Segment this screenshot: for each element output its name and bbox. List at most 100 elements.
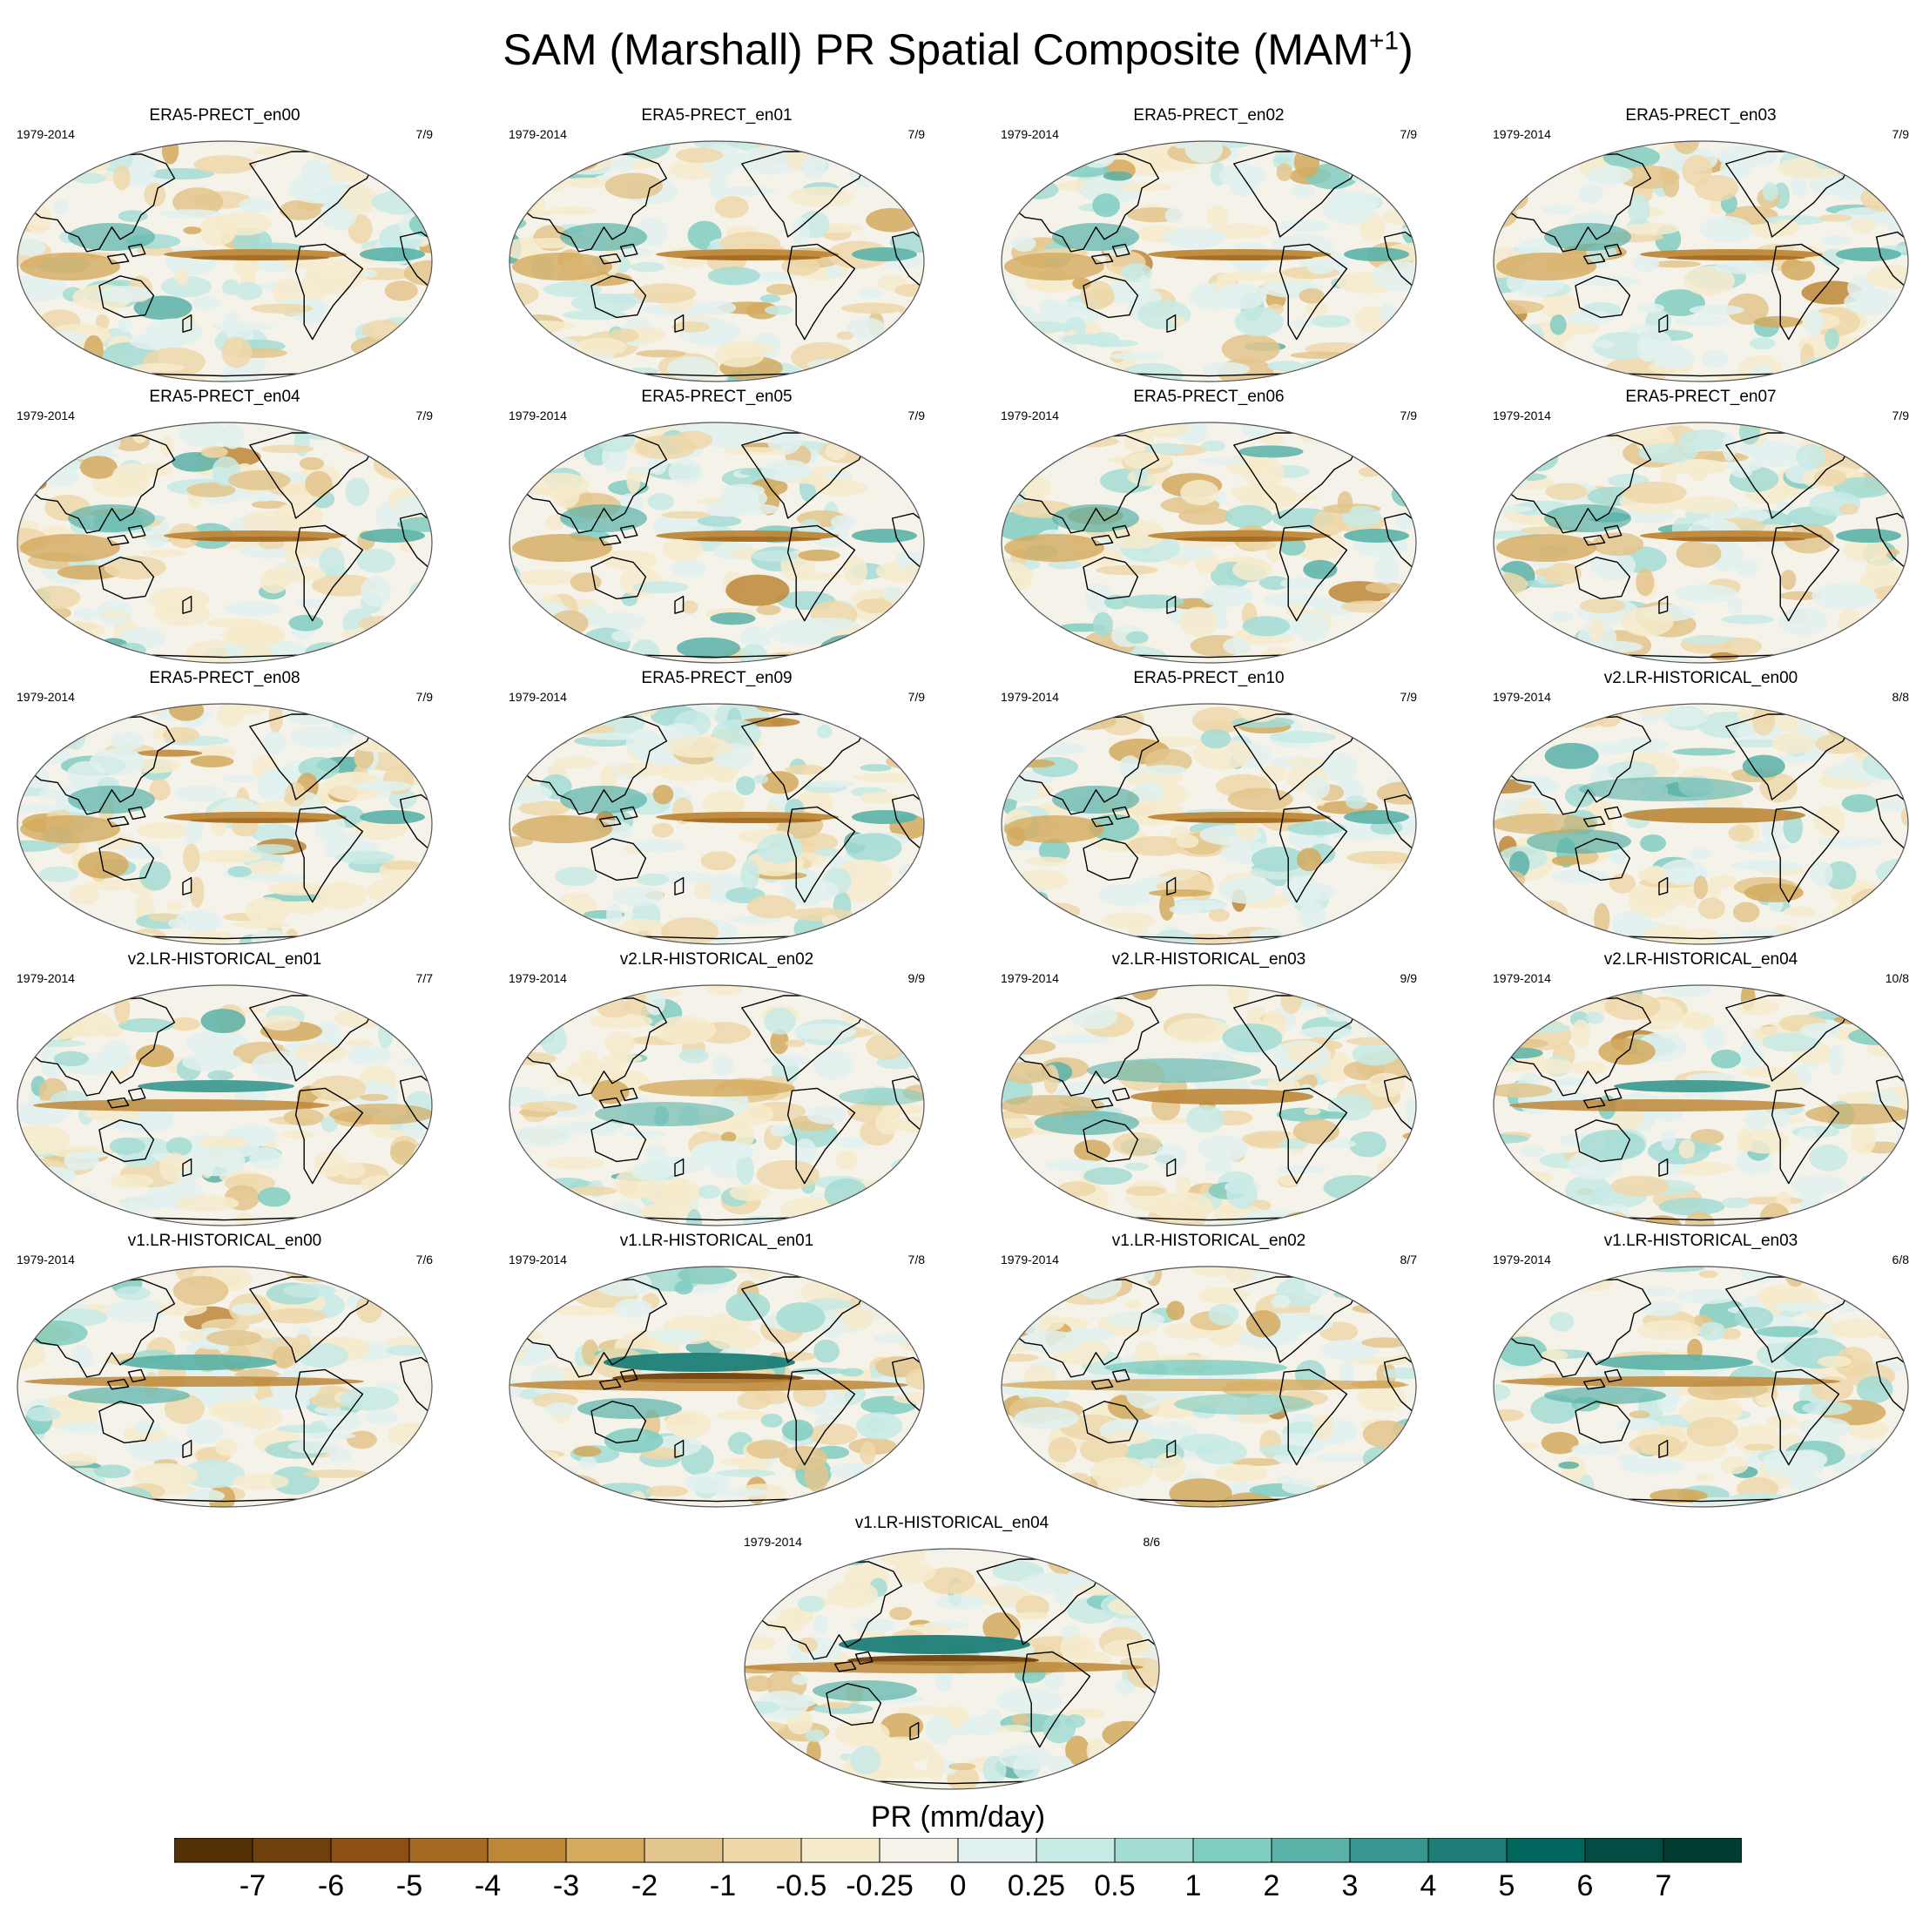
anomaly-patch [1112,1132,1162,1157]
anomaly-patch [776,1302,826,1334]
anomaly-patch [397,517,432,532]
anomaly-patch [740,860,759,890]
anomaly-patch [1003,1494,1060,1507]
anomaly-patch [1366,991,1416,1019]
coastline [1166,595,1177,614]
coastline [1090,253,1114,265]
coastline [1090,815,1114,828]
anomaly-patch [914,920,924,944]
anomaly-patch [718,341,774,358]
anomaly-band [1002,1095,1104,1116]
anomaly-patch [509,1496,557,1507]
coastline [1166,876,1177,895]
anomaly-patch [635,930,651,944]
anomaly-patch [1379,447,1416,462]
anomaly-patch [393,454,415,466]
coastline [1875,231,1908,292]
anomaly-patch [222,279,239,296]
anomaly-patch [736,1154,754,1186]
panel-count: 9/9 [907,971,925,985]
anomaly-patch [1245,1310,1281,1338]
anomaly-patch [1125,1186,1166,1197]
anomaly-patch [17,239,46,256]
panel-title: ERA5-PRECT_en04 [149,388,300,406]
anomaly-patch [1519,1145,1546,1158]
anomaly-patch [889,1606,913,1620]
anomaly-patch [1352,1042,1399,1066]
anomaly-patch [798,549,840,562]
anomaly-patch [1305,301,1329,316]
anomaly-patch [509,995,557,1012]
coastline [1771,806,1840,903]
anomaly-patch [564,177,610,188]
anomaly-patch [1540,1349,1569,1361]
anomaly-patch [1629,1434,1683,1456]
anomaly-patch [1498,651,1514,663]
anomaly-patch [68,141,110,161]
anomaly-patch [627,466,660,475]
anomaly-patch [299,456,325,470]
coastline [1771,243,1840,341]
anomaly-patch [394,713,432,738]
anomaly-patch [1051,1034,1110,1044]
anomaly-patch [1698,1321,1726,1341]
panel-years: 1979-2014 [509,1253,567,1267]
anomaly-patch [263,729,287,755]
anomaly-patch [1326,1429,1357,1440]
anomaly-patch [133,295,192,321]
anomaly-patch [848,1486,890,1504]
anomaly-patch [28,345,87,376]
anomaly-patch [44,152,111,175]
anomaly-patch [860,791,899,805]
panel-years: 1979-2014 [1493,690,1551,704]
anomaly-patch [1603,423,1642,441]
anomaly-patch [341,141,384,152]
coastline [1603,524,1623,539]
anomaly-patch [423,743,432,773]
anomaly-patch [355,1294,383,1323]
anomaly-patch [596,425,636,453]
anomaly-patch [314,881,368,910]
anomaly-patch [1681,885,1698,909]
coastline [27,153,176,253]
anomaly-patch [200,1009,246,1034]
anomaly-patch [221,336,253,368]
panel-count: 9/9 [1400,971,1417,985]
anomaly-patch [1002,446,1052,456]
anomaly-patch [182,843,200,873]
anomaly-patch [1045,1780,1094,1789]
anomaly-patch [1701,349,1729,368]
anomaly-patch [636,873,669,886]
panel-title: v1.LR-HISTORICAL_en03 [1603,1232,1798,1250]
anomaly-patch [792,1674,808,1685]
anomaly-patch [310,370,375,382]
anomaly-patch [1364,349,1410,359]
anomaly-patch [214,211,272,236]
coastline [1011,997,1160,1097]
anomaly-patch [889,232,924,253]
anomaly-band [638,1079,795,1097]
coastline [98,557,155,600]
anomaly-patch [1074,1139,1111,1162]
map-plot [1493,1266,1909,1508]
anomaly-patch [1360,166,1376,180]
anomaly-patch [220,423,245,449]
anomaly-patch [652,784,674,805]
anomaly-patch [340,1387,399,1411]
colorbar-swatch [1427,1838,1508,1863]
anomaly-patch [1640,1300,1683,1317]
coastline [619,1087,638,1102]
coastline [1575,1119,1631,1163]
anomaly-patch [1571,1019,1590,1048]
anomaly-patch [1640,834,1666,852]
anomaly-patch [1075,1549,1118,1561]
anomaly-patch [1494,1007,1541,1033]
anomaly-patch [245,896,290,925]
anomaly-patch [1762,1032,1820,1052]
anomaly-patch [1585,1011,1604,1024]
anomaly-patch [1494,1083,1553,1098]
anomaly-patch [361,320,403,340]
map-panel: ERA5-PRECT_en02 1979-2014 7/9 [995,106,1422,387]
coastline [349,424,385,442]
anomaly-patch [516,997,536,1022]
